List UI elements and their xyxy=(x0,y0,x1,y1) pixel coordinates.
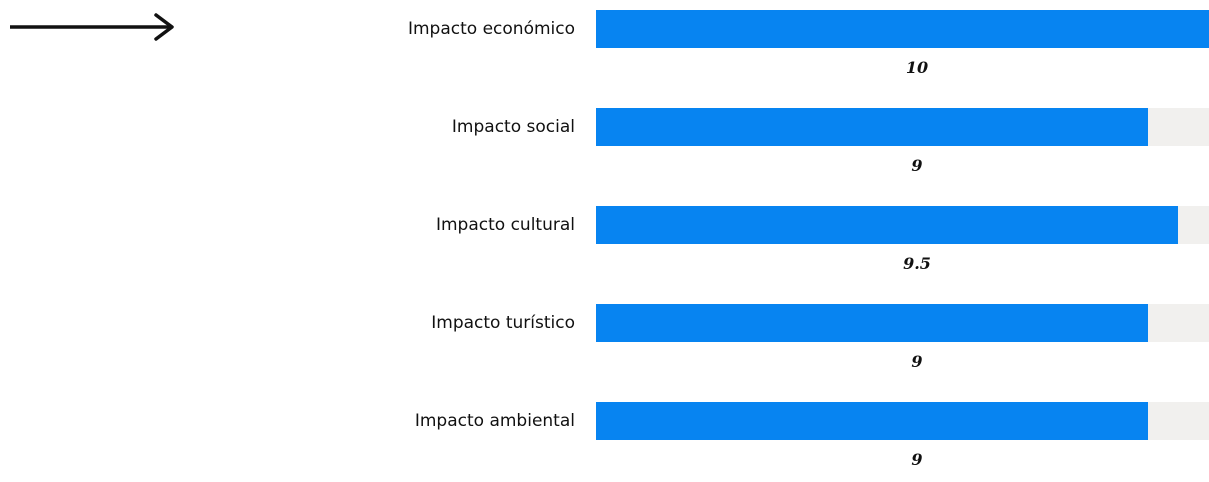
bar-row: Impacto social 9 xyxy=(0,108,1209,188)
bar-track xyxy=(596,206,1209,244)
category-label: Impacto turístico xyxy=(431,313,575,333)
category-label: Impacto económico xyxy=(407,19,575,39)
bar xyxy=(596,10,1209,48)
bar-track xyxy=(596,10,1209,48)
bar-track xyxy=(596,402,1209,440)
bar-row: Impacto turístico 9 xyxy=(0,304,1209,384)
bar xyxy=(596,402,1148,440)
bar-track xyxy=(596,304,1209,342)
long-right-arrow-icon xyxy=(10,13,174,41)
category-label: Impacto ambiental xyxy=(414,411,575,431)
impact-bar-chart: Impacto económico 10 Impacto social 9 Impact… xyxy=(0,10,1209,469)
bar-track xyxy=(596,108,1209,146)
bar-row: Impacto económico 10 xyxy=(0,10,1209,90)
value-label: 9 xyxy=(911,450,923,469)
bar xyxy=(596,108,1148,146)
value-label: 9.5 xyxy=(903,254,931,273)
value-label: 9 xyxy=(911,352,923,371)
category-label: Impacto cultural xyxy=(435,215,575,235)
bar xyxy=(596,304,1148,342)
bar xyxy=(596,206,1179,244)
bar-row: Impacto ambiental 9 xyxy=(0,402,1209,482)
category-label: Impacto social xyxy=(451,117,575,137)
value-label: 10 xyxy=(905,58,929,77)
bar-row: Impacto cultural 9.5 xyxy=(0,206,1209,286)
value-label: 9 xyxy=(911,156,923,175)
